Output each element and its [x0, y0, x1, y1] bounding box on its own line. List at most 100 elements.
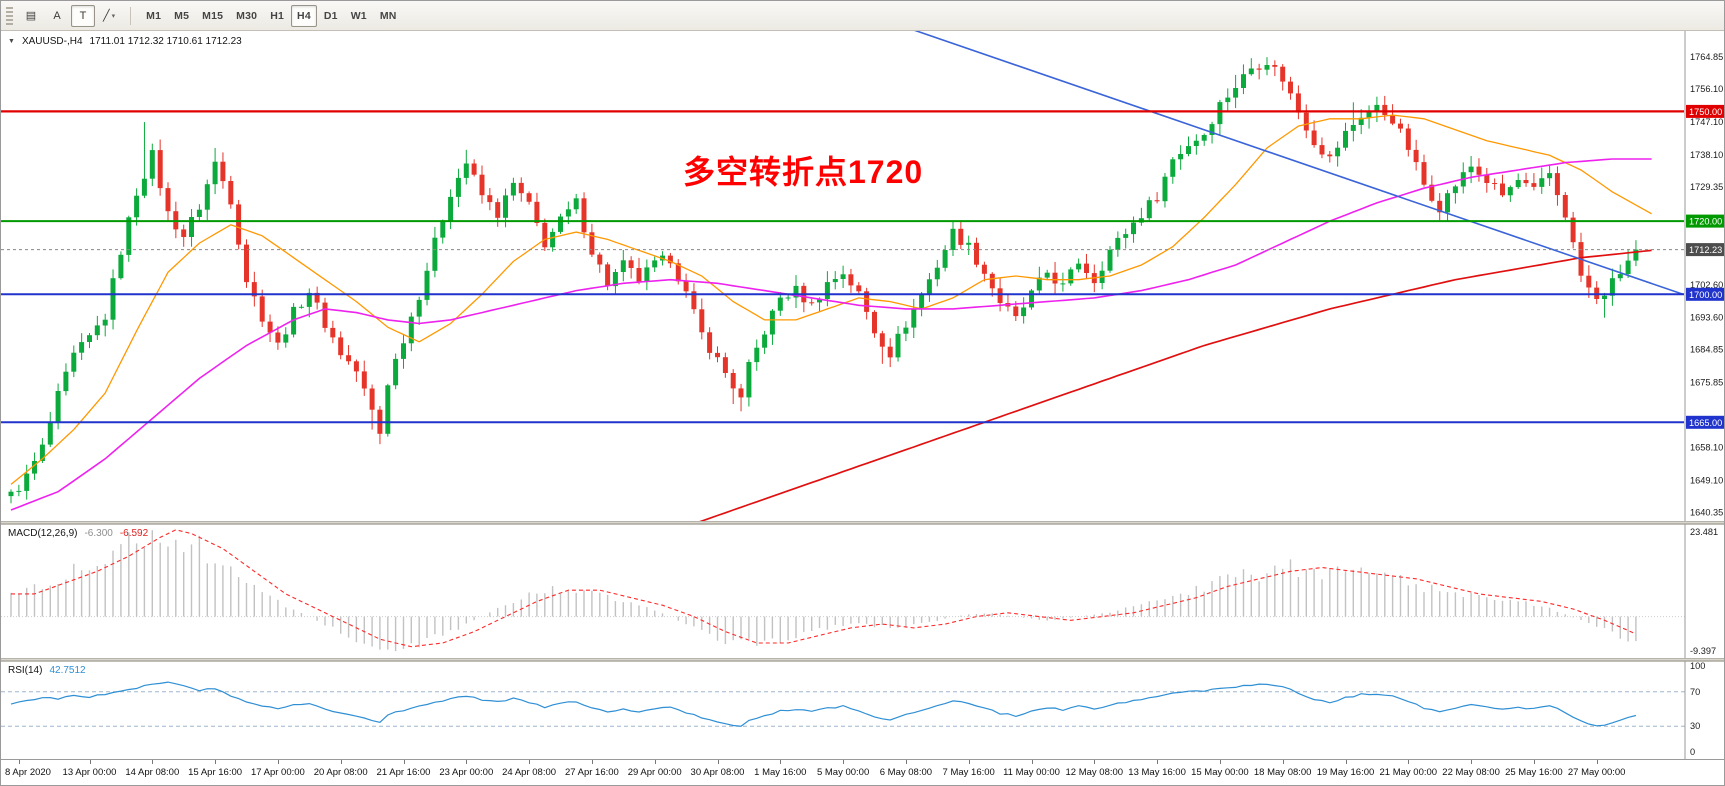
expander-icon[interactable]: ▼ [8, 38, 15, 45]
time-label: 13 May 16:00 [1128, 767, 1186, 778]
time-tick [403, 760, 405, 764]
toolbar-grip-handle[interactable] [6, 6, 13, 25]
time-tick [215, 760, 217, 764]
time-label: 20 Apr 08:00 [313, 767, 368, 778]
time-label: 29 Apr 00:00 [627, 767, 682, 778]
price-badge: 1665.00 [1686, 415, 1724, 429]
time-label: 15 Apr 16:00 [188, 767, 243, 778]
rsi-axis-label: 30 [1690, 721, 1700, 731]
main-chart-panel[interactable]: 1764.85 1756.10 1747.10 1738.10 1729.35 1702.… [1, 31, 1724, 521]
price-axis-label: 1702.60 [1690, 280, 1723, 290]
time-tick [89, 760, 91, 764]
time-label: 22 May 08:00 [1442, 767, 1500, 778]
macd-histogram [10, 530, 1637, 652]
timeframe-W1[interactable]: W1 [350, 9, 367, 22]
time-label: 25 May 16:00 [1505, 767, 1563, 778]
time-axis[interactable]: 8 Apr 2020 13 Apr 00:00 14 Apr 08:00 15 Apr… [1, 759, 1724, 785]
price-badge: 1720.00 [1686, 214, 1724, 228]
time-label: 19 May 16:00 [1316, 767, 1375, 778]
rsi-canvas[interactable]: 100 70 30 0 [1, 661, 1725, 759]
rsi-axis-label: 0 [1690, 747, 1695, 757]
macd-canvas[interactable]: 23.481 -9.397 [1, 524, 1725, 658]
time-label: 12 May 08:00 [1065, 767, 1124, 778]
time-tick [529, 760, 531, 764]
time-tick [18, 760, 20, 764]
rsi-name: RSI(14) [8, 665, 43, 676]
toolbar: ▤ A T ╱ ▾ M1 M5 M15 M30 H1 H4 D1 W1 MN [1, 1, 1724, 31]
ma-slow-magenta [10, 158, 1652, 511]
chart-title: ▼ XAUUSD-,H4 1711.01 1712.32 1710.61 171… [8, 36, 242, 47]
annotation-tool-button[interactable]: A [53, 9, 61, 22]
macd-axis-max: 23.481 [1690, 527, 1718, 537]
macd-name: MACD(12,26,9) [8, 528, 78, 539]
toolbar-tools: ▤ A T ╱ ▾ [19, 4, 121, 27]
panel-divider[interactable] [1, 521, 1724, 524]
time-label: 5 May 00:00 [816, 767, 870, 778]
toolbar-separator [130, 6, 132, 25]
time-label: 1 May 16:00 [754, 767, 807, 778]
svg-text:1720.00: 1720.00 [1689, 217, 1722, 227]
time-label: 23 Apr 00:00 [439, 767, 494, 778]
svg-text:1750.00: 1750.00 [1689, 107, 1722, 117]
time-tick [780, 760, 782, 764]
text-tool-button[interactable]: T [71, 4, 95, 27]
time-label: 15 May 00:00 [1191, 767, 1249, 778]
timeframe-M1[interactable]: M1 [146, 9, 162, 22]
time-tick [1471, 760, 1473, 764]
time-label: 17 Apr 00:00 [250, 767, 305, 778]
time-label: 18 May 08:00 [1253, 767, 1312, 778]
svg-text:1665.00: 1665.00 [1689, 418, 1722, 428]
panel-divider[interactable] [1, 658, 1724, 661]
timeframe-M30[interactable]: M30 [236, 9, 258, 22]
price-axis-label: 1764.85 [1690, 52, 1723, 62]
price-axis-label: 1675.85 [1690, 378, 1723, 388]
rsi-value: 42.7512 [49, 665, 86, 676]
macd-value: -6.300 [84, 528, 113, 539]
timeframe-H1[interactable]: H1 [270, 9, 285, 22]
ohlc-values: 1711.01 1712.32 1710.61 1712.23 [89, 36, 242, 47]
price-axis-label: 1747.10 [1690, 117, 1723, 127]
timeframe-buttons: M1 M5 M15 M30 H1 H4 D1 W1 MN [140, 4, 402, 27]
timeframe-MN[interactable]: MN [379, 9, 397, 22]
rsi-panel[interactable]: 100 70 30 0 RSI(14) 42.7512 [1, 661, 1724, 759]
timeframe-H4[interactable]: H4 [291, 4, 317, 27]
price-badge: 1750.00 [1686, 104, 1724, 118]
time-tick [1282, 760, 1284, 764]
price-badge: 1712.23 [1686, 243, 1724, 257]
time-tick [1031, 760, 1033, 764]
timeframe-M15[interactable]: M15 [202, 9, 224, 22]
price-plot [1, 31, 1684, 521]
time-label: 27 Apr 16:00 [564, 767, 619, 778]
macd-panel[interactable]: 23.481 -9.397 MACD(12,26,9) -6.300 -6.592 [1, 524, 1724, 658]
svg-text:1700.00: 1700.00 [1689, 290, 1722, 300]
time-tick [905, 760, 907, 764]
timeframe-M5[interactable]: M5 [174, 9, 190, 22]
ma-fast-orange [10, 114, 1652, 485]
time-tick [1157, 760, 1159, 764]
time-tick [152, 760, 154, 764]
price-axis-label: 1756.10 [1690, 84, 1723, 94]
price-axis-label: 1684.85 [1690, 345, 1723, 355]
rsi-label: RSI(14) 42.7512 [8, 665, 86, 676]
macd-signal-value: -6.592 [119, 528, 149, 539]
line-tools-dropdown[interactable]: ╱ ▾ [103, 10, 116, 22]
time-tick [1219, 760, 1221, 764]
price-chart-canvas[interactable]: 1764.85 1756.10 1747.10 1738.10 1729.35 1702.… [1, 31, 1725, 521]
time-label: 30 Apr 08:00 [690, 767, 745, 778]
svg-text:1712.23: 1712.23 [1689, 245, 1722, 255]
time-label: 7 May 16:00 [942, 767, 995, 778]
price-axis-label: 1640.35 [1690, 507, 1723, 517]
rsi-axis-label: 70 [1690, 687, 1700, 697]
descending-trendline [914, 31, 1684, 296]
candles-layer [8, 57, 1639, 504]
price-axis-label: 1738.10 [1690, 150, 1723, 160]
macd-axis-min: -9.397 [1690, 646, 1716, 656]
time-label: 8 Apr 2020 [5, 767, 51, 778]
time-tick [968, 760, 970, 764]
time-tick [1094, 760, 1096, 764]
charts-grid-icon[interactable]: ▤ [25, 10, 37, 22]
macd-signal-line [11, 529, 1637, 648]
time-label: 11 May 00:00 [1003, 767, 1060, 778]
timeframe-D1[interactable]: D1 [323, 9, 338, 22]
time-tick [340, 760, 342, 764]
